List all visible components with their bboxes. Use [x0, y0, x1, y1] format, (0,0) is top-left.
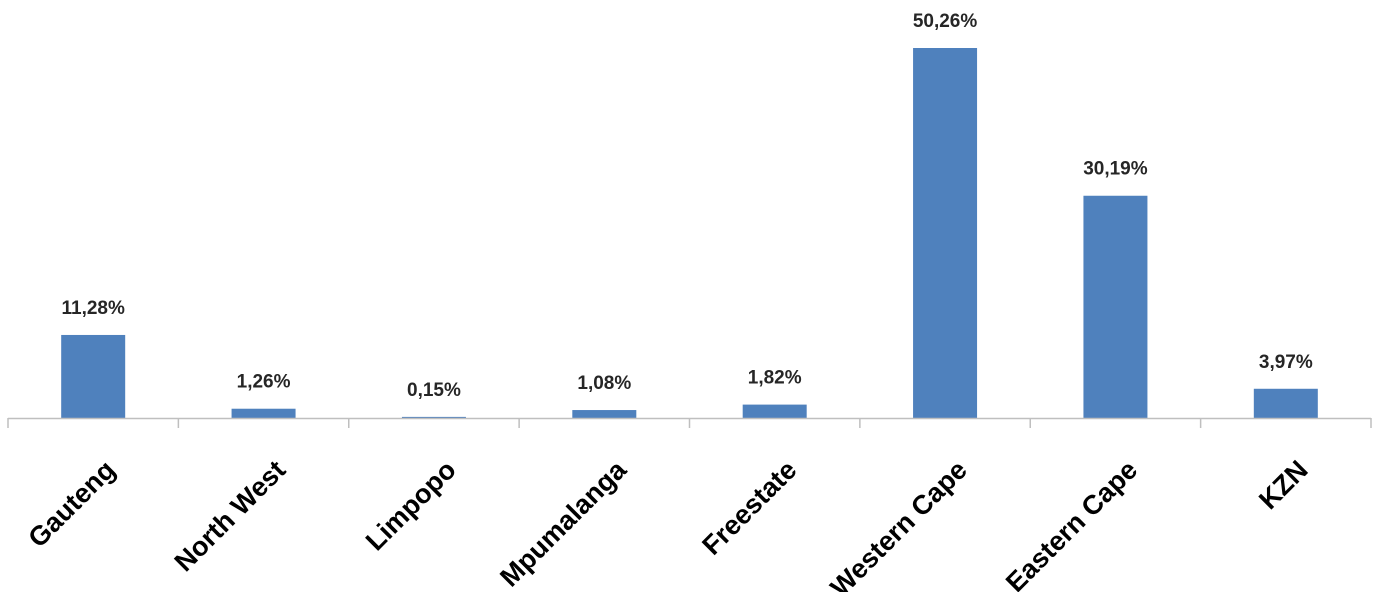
category-label-freestate: Freestate	[696, 455, 802, 561]
category-label-mpumalanga: Mpumalanga	[494, 454, 633, 592]
data-label-north-west: 1,26%	[237, 372, 291, 393]
bar-mpumalanga	[572, 410, 637, 418]
data-label-limpopo: 0,15%	[407, 380, 461, 401]
data-label-gauteng: 11,28%	[61, 298, 124, 319]
bars-layer	[61, 48, 1318, 418]
data-labels-layer: 11,28% 1,26% 0,15% 1,08% 1,82% 50,26% 30,19% 3,…	[61, 11, 1312, 401]
data-label-freestate: 1,82%	[748, 368, 802, 389]
category-label-limpopo: Limpopo	[360, 455, 462, 557]
data-label-eastern-cape: 30,19%	[1083, 159, 1148, 180]
data-label-mpumalanga: 1,08%	[577, 373, 631, 394]
bar-north-west	[231, 408, 296, 418]
bar-gauteng	[61, 334, 126, 418]
data-label-western-cape: 50,26%	[913, 11, 978, 32]
category-label-kzn: KZN	[1253, 455, 1313, 515]
bar-kzn	[1253, 388, 1318, 418]
category-label-eastern-cape: Eastern Cape	[1000, 455, 1143, 592]
x-axis	[7, 417, 1372, 428]
bar-limpopo	[401, 416, 466, 418]
bar-freestate	[742, 404, 807, 418]
bar-eastern-cape	[1083, 195, 1148, 418]
category-label-north-west: North West	[169, 455, 292, 578]
category-label-gauteng: Gauteng	[22, 455, 121, 554]
bar-western-cape	[913, 48, 978, 418]
category-labels-layer: Gauteng North West Limpopo Mpumalanga Freest…	[22, 454, 1313, 592]
data-label-kzn: 3,97%	[1259, 352, 1313, 373]
category-label-western-cape: Western Cape	[825, 455, 973, 592]
